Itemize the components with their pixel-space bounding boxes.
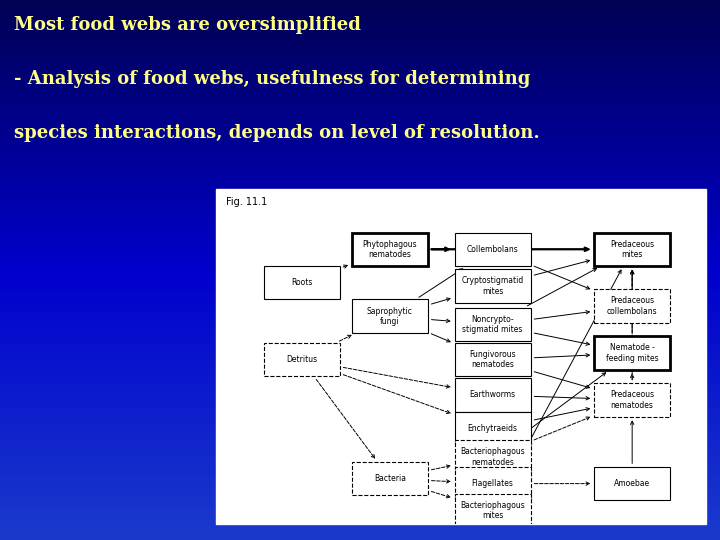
FancyBboxPatch shape	[264, 343, 340, 376]
FancyBboxPatch shape	[455, 411, 531, 445]
FancyBboxPatch shape	[455, 440, 531, 474]
Text: Noncrypto-
stigmatid mites: Noncrypto- stigmatid mites	[462, 315, 523, 334]
Text: - Analysis of food webs, usefulness for determining: - Analysis of food webs, usefulness for …	[14, 70, 531, 88]
Text: Most food webs are oversimplified: Most food webs are oversimplified	[14, 16, 361, 34]
Text: Nematode -
feeding mites: Nematode - feeding mites	[606, 343, 659, 363]
Text: species interactions, depends on level of resolution.: species interactions, depends on level o…	[14, 124, 540, 142]
Bar	[216, 189, 706, 524]
Text: Enchytraeids: Enchytraeids	[467, 424, 518, 433]
FancyBboxPatch shape	[455, 494, 531, 527]
Text: Earthworms: Earthworms	[469, 390, 516, 400]
Text: Cryptostigmatid
mites: Cryptostigmatid mites	[462, 276, 523, 296]
Text: Bacteriophagous
mites: Bacteriophagous mites	[460, 501, 525, 520]
Text: Bacteriophagous
nematodes: Bacteriophagous nematodes	[460, 447, 525, 467]
FancyBboxPatch shape	[352, 300, 428, 333]
Text: Collembolans: Collembolans	[467, 245, 518, 254]
FancyBboxPatch shape	[352, 462, 428, 495]
FancyBboxPatch shape	[455, 233, 531, 266]
Text: Predaceous
mites: Predaceous mites	[610, 240, 654, 259]
FancyBboxPatch shape	[594, 233, 670, 266]
FancyBboxPatch shape	[455, 343, 531, 376]
Text: Predaceous
collembolans: Predaceous collembolans	[607, 296, 657, 316]
Text: Fungivorous
nematodes: Fungivorous nematodes	[469, 350, 516, 369]
Text: Fig. 11.1: Fig. 11.1	[226, 197, 267, 207]
Text: Amoebae: Amoebae	[614, 479, 650, 488]
Text: Phytophagous
nematodes: Phytophagous nematodes	[362, 240, 417, 259]
FancyBboxPatch shape	[455, 308, 531, 341]
FancyBboxPatch shape	[455, 378, 531, 411]
Text: Detritus: Detritus	[286, 355, 318, 364]
Text: Roots: Roots	[291, 278, 312, 287]
FancyBboxPatch shape	[264, 266, 340, 300]
Text: Predaceous
nematodes: Predaceous nematodes	[610, 390, 654, 410]
FancyBboxPatch shape	[594, 336, 670, 370]
FancyBboxPatch shape	[455, 467, 531, 501]
FancyBboxPatch shape	[455, 269, 531, 303]
FancyBboxPatch shape	[594, 289, 670, 323]
Text: Flagellates: Flagellates	[472, 479, 513, 488]
FancyBboxPatch shape	[594, 467, 670, 501]
FancyBboxPatch shape	[352, 233, 428, 266]
FancyBboxPatch shape	[594, 383, 670, 417]
Text: Saprophytic
fungi: Saprophytic fungi	[367, 307, 413, 326]
Text: Bacteria: Bacteria	[374, 474, 406, 483]
